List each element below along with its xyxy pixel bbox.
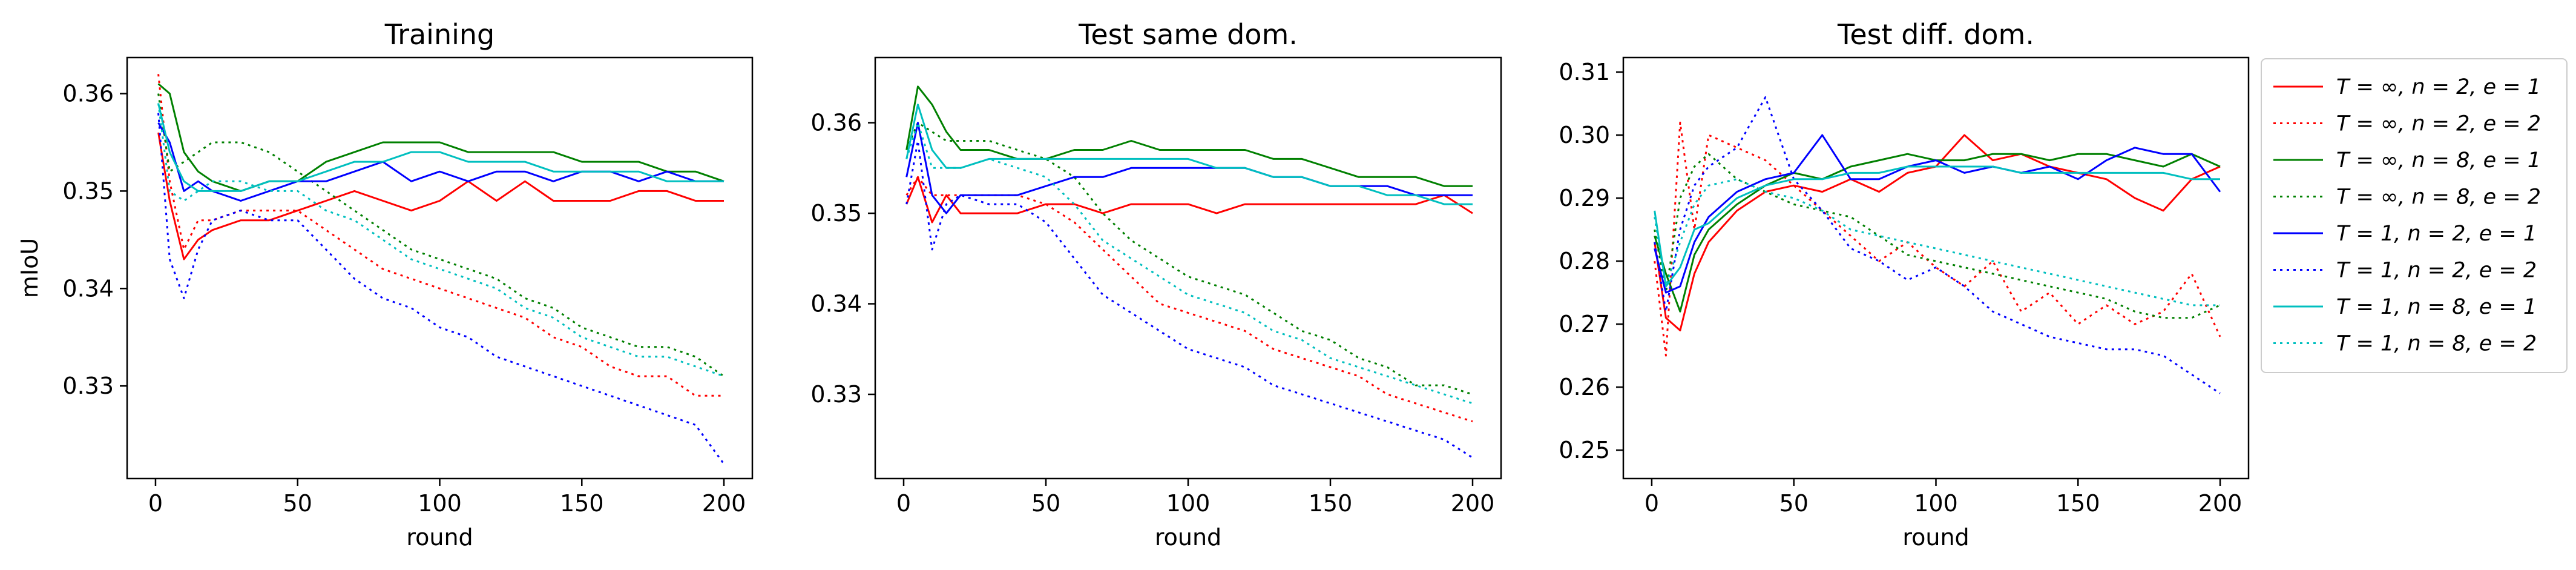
series-line-8 bbox=[905, 122, 1473, 405]
series-line-2 bbox=[905, 176, 1473, 423]
axes-frame bbox=[874, 56, 1502, 480]
x-tick-label: 200 bbox=[702, 490, 746, 517]
y-tick-label: 0.33 bbox=[810, 381, 862, 408]
y-tick-label: 0.35 bbox=[810, 200, 862, 227]
legend-label-1: T = ∞, n = 2, e = 1 bbox=[2336, 75, 2541, 99]
series-line-1 bbox=[157, 132, 724, 260]
x-tick-label: 0 bbox=[1644, 490, 1659, 517]
series-line-1 bbox=[1654, 134, 2221, 331]
subplot-title: Test diff. dom. bbox=[1837, 18, 2034, 51]
x-tick-label: 200 bbox=[1451, 490, 1495, 517]
x-axis-label: round bbox=[406, 524, 473, 551]
y-tick-label: 0.34 bbox=[810, 291, 862, 317]
series-line-3 bbox=[905, 85, 1473, 187]
y-tick-label: 0.36 bbox=[62, 81, 114, 107]
y-tick-label: 0.34 bbox=[62, 275, 114, 302]
subplot-2: 0 50 100 150 200 0.33 0.34 0.35 0.36 Test same do… bbox=[810, 18, 1502, 551]
series-line-7 bbox=[1654, 165, 2220, 288]
series-line-3 bbox=[1654, 153, 2221, 313]
x-tick-label: 150 bbox=[560, 490, 604, 517]
legend-label-3: T = ∞, n = 8, e = 1 bbox=[2336, 148, 2541, 173]
legend: T = ∞, n = 2, e = 1 T = ∞, n = 2, e = 2 T … bbox=[2261, 58, 2568, 373]
legend-label-6: T = 1, n = 2, e = 2 bbox=[2336, 259, 2537, 283]
series-line-6 bbox=[905, 140, 1473, 459]
y-tick-label: 0.33 bbox=[62, 373, 114, 399]
subplot-title: Test same dom. bbox=[1078, 18, 1298, 51]
series-line-7 bbox=[157, 103, 724, 192]
subplot-3: 0 50 100 150 200 0.25 0.26 0.27 0.28 0.29 0.30 0.31… bbox=[1559, 18, 2250, 551]
axes-frame bbox=[126, 56, 754, 480]
y-tick-label: 0.29 bbox=[1559, 185, 1610, 211]
y-tick-label: 0.30 bbox=[1559, 122, 1610, 148]
series-group bbox=[157, 74, 725, 465]
x-tick-label: 50 bbox=[1031, 490, 1060, 517]
x-tick-label: 100 bbox=[1914, 490, 1958, 517]
x-tick-label: 150 bbox=[2056, 490, 2100, 517]
series-group bbox=[905, 85, 1473, 459]
subplot-title: Training bbox=[384, 18, 495, 51]
legend-box bbox=[2261, 58, 2568, 373]
x-axis-label: round bbox=[1902, 524, 1969, 551]
series-line-3 bbox=[157, 83, 724, 192]
x-tick-label: 100 bbox=[1166, 490, 1211, 517]
series-line-5 bbox=[905, 122, 1473, 214]
legend-label-8: T = 1, n = 8, e = 2 bbox=[2336, 332, 2537, 356]
series-group bbox=[1654, 96, 2221, 394]
series-line-1 bbox=[905, 176, 1473, 224]
x-tick-label: 200 bbox=[2198, 490, 2242, 517]
y-tick-label: 0.31 bbox=[1559, 59, 1610, 85]
x-tick-label: 50 bbox=[283, 490, 312, 517]
y-tick-label: 0.26 bbox=[1559, 374, 1610, 400]
series-line-5 bbox=[157, 122, 724, 202]
series-line-6 bbox=[1654, 96, 2221, 394]
series-line-2 bbox=[1654, 121, 2221, 357]
y-tick-label: 0.25 bbox=[1559, 437, 1610, 463]
x-tick-label: 50 bbox=[1779, 490, 1809, 517]
y-tick-label: 0.36 bbox=[810, 110, 862, 136]
plots-group: 0 50 100 150 200 0.33 0.34 0.35 0.36 Training roun… bbox=[16, 18, 2250, 551]
series-line-8 bbox=[1654, 178, 2220, 307]
y-axis-label: mIoU bbox=[16, 238, 43, 298]
series-line-2 bbox=[157, 74, 724, 397]
x-tick-label: 0 bbox=[896, 490, 911, 517]
legend-label-7: T = 1, n = 8, e = 1 bbox=[2336, 295, 2537, 319]
legend-label-4: T = ∞, n = 8, e = 2 bbox=[2336, 185, 2541, 210]
y-tick-label: 0.27 bbox=[1559, 311, 1610, 337]
y-tick-label: 0.28 bbox=[1559, 248, 1610, 274]
x-tick-label: 0 bbox=[148, 490, 163, 517]
series-line-7 bbox=[905, 104, 1473, 205]
subplot-1: 0 50 100 150 200 0.33 0.34 0.35 0.36 Training roun… bbox=[16, 18, 754, 551]
legend-label-5: T = 1, n = 2, e = 1 bbox=[2336, 222, 2537, 246]
series-line-4 bbox=[905, 122, 1473, 396]
x-tick-label: 100 bbox=[418, 490, 462, 517]
series-line-6 bbox=[157, 113, 725, 465]
series-line-4 bbox=[1654, 153, 2221, 319]
y-tick-label: 0.35 bbox=[62, 177, 114, 204]
legend-label-2: T = ∞, n = 2, e = 2 bbox=[2336, 112, 2541, 136]
x-axis-label: round bbox=[1155, 524, 1221, 551]
x-tick-label: 150 bbox=[1309, 490, 1353, 517]
series-line-4 bbox=[157, 93, 724, 377]
series-line-8 bbox=[157, 103, 724, 377]
